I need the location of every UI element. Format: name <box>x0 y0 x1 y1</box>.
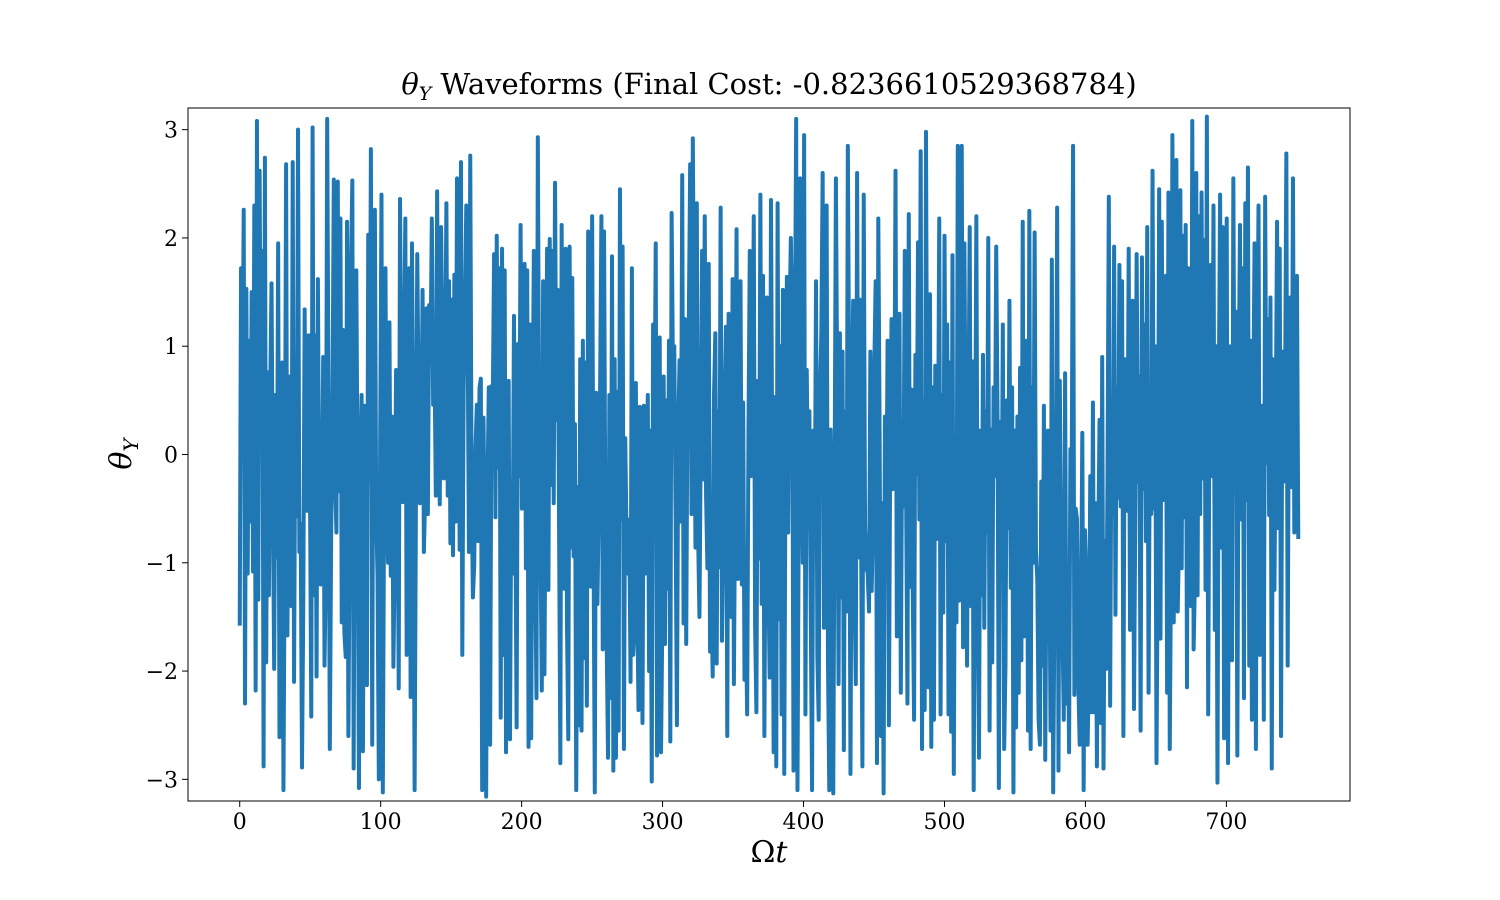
title-subscript: Y <box>419 83 434 105</box>
y-tick-label: 3 <box>164 119 178 144</box>
x-tick-label: 200 <box>501 810 543 835</box>
title-text: Waveforms (Final Cost: -0.82366105293687… <box>431 67 1136 101</box>
title-symbol: θ <box>401 67 418 101</box>
y-tick-label: −2 <box>146 660 178 685</box>
series-layer <box>237 114 1301 799</box>
y-tick-label: −3 <box>146 768 178 793</box>
y-tick-label: 0 <box>164 444 178 469</box>
x-axis-label-symbol: Ω <box>751 835 776 870</box>
x-axis-label: Ωt <box>751 835 789 870</box>
x-tick-label: 400 <box>783 810 825 835</box>
x-tick-label: 700 <box>1205 810 1247 835</box>
y-axis-label-subscript: Y <box>119 437 143 452</box>
x-tick-label: 500 <box>923 810 965 835</box>
y-axis: −3 −2 −1 0 1 2 3 <box>146 119 188 793</box>
series-line-1 <box>237 114 1301 799</box>
x-tick-label: 0 <box>233 810 247 835</box>
x-tick-label: 100 <box>360 810 402 835</box>
y-tick-label: −1 <box>146 552 178 577</box>
y-axis-label-symbol: θ <box>104 452 139 470</box>
x-axis: 0 100 200 300 400 500 600 700 <box>233 801 1247 835</box>
x-axis-label-var: t <box>775 835 788 870</box>
y-tick-label: 1 <box>164 335 178 360</box>
x-tick-label: 300 <box>642 810 684 835</box>
x-tick-label: 600 <box>1064 810 1106 835</box>
y-axis-label: θY <box>104 437 143 470</box>
y-tick-label: 2 <box>164 227 178 252</box>
chart-title: θY Waveforms (Final Cost: -0.82366105293… <box>401 67 1136 105</box>
